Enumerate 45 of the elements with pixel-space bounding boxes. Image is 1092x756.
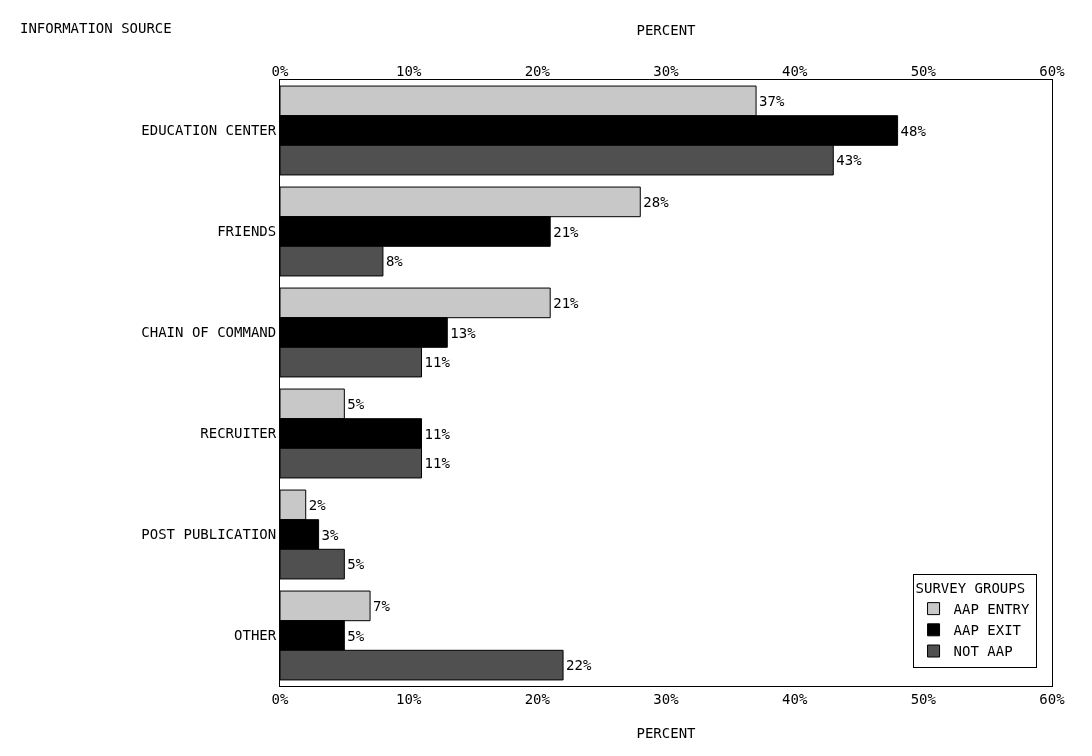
data-label: 22% xyxy=(566,657,592,674)
x-tick-label: 0% xyxy=(271,63,289,80)
x2-tick-label: 60% xyxy=(1039,690,1066,707)
data-label: 48% xyxy=(900,122,927,139)
y-tick-label: EDUCATION CENTER xyxy=(141,122,277,139)
data-label: 11% xyxy=(424,425,451,442)
x-tick-label: 50% xyxy=(910,63,937,80)
data-label: 7% xyxy=(373,597,391,614)
x-tick-label: 10% xyxy=(396,63,422,80)
data-label: 5% xyxy=(347,627,365,644)
data-label: 11% xyxy=(424,455,451,472)
x2-tick-label: 20% xyxy=(524,690,551,707)
legend-label: AAP ENTRY xyxy=(953,601,1030,618)
data-label: 37% xyxy=(759,92,785,109)
data-label: 21% xyxy=(553,223,580,240)
data-label: 2% xyxy=(308,496,327,513)
data-label: 5% xyxy=(347,395,365,412)
y-tick-label: OTHER xyxy=(234,627,277,644)
x-tick-label: 60% xyxy=(1039,63,1066,80)
x2-axis-title: PERCENT xyxy=(636,22,697,38)
x2-tick-label: 10% xyxy=(396,690,422,707)
x-tick-label: 30% xyxy=(653,63,680,80)
x2-tick-label: 0% xyxy=(271,690,289,707)
data-label: 28% xyxy=(643,193,670,210)
x-tick-label: 40% xyxy=(782,63,808,80)
legend-title: SURVEY GROUPS xyxy=(915,580,1026,597)
legend-label: NOT AAP xyxy=(953,643,1013,660)
x2-tick-label: 50% xyxy=(910,690,937,707)
x-tick-label: 20% xyxy=(524,63,551,80)
data-label: 21% xyxy=(553,294,580,311)
y-tick-label: RECRUITER xyxy=(200,425,277,442)
data-label: 8% xyxy=(385,253,404,270)
legend-label: AAP EXIT xyxy=(953,622,1022,639)
x-axis-title: PERCENT xyxy=(636,725,697,741)
y-tick-label: CHAIN OF COMMAND xyxy=(141,324,277,341)
data-label: 13% xyxy=(450,324,477,341)
y-tick-label: FRIENDS xyxy=(217,223,277,240)
data-label: 5% xyxy=(347,556,365,573)
x2-tick-label: 30% xyxy=(653,690,680,707)
y-axis-title: INFORMATION SOURCE xyxy=(20,20,172,36)
y-tick-label: POST PUBLICATION xyxy=(141,526,277,543)
data-label: 3% xyxy=(321,526,340,543)
data-label: 43% xyxy=(836,152,863,169)
data-label: 11% xyxy=(424,354,451,371)
x2-tick-label: 40% xyxy=(782,690,808,707)
